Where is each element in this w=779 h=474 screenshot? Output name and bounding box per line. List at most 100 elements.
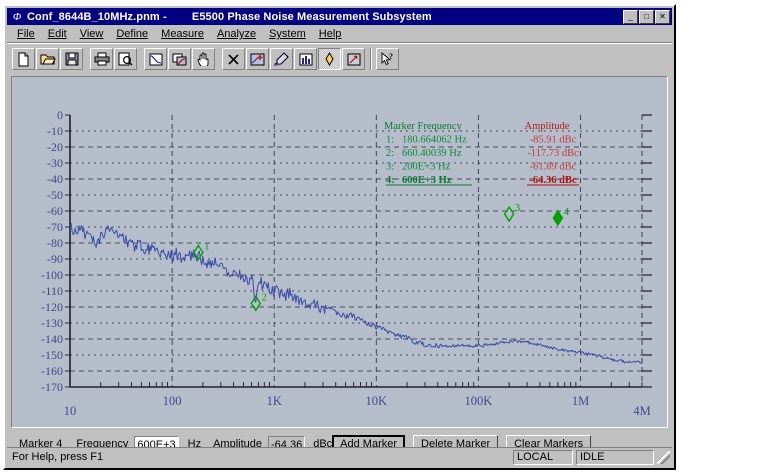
- spectrum-icon[interactable]: [294, 48, 317, 70]
- marker-row-frequency: 200E+3 Hz: [402, 162, 451, 173]
- graph-icon[interactable]: [144, 48, 167, 70]
- y-tick-label: -10: [47, 124, 63, 138]
- y-tick-label: -30: [47, 156, 63, 170]
- plot-marker-label: 3: [515, 203, 520, 214]
- marker-table-header-frequency: Marker Frequency: [384, 121, 463, 132]
- marker-row-amplitude: -85.91 dBc: [530, 135, 577, 146]
- menu-file-label: File: [17, 28, 35, 40]
- y-tick-label: -20: [47, 140, 63, 154]
- pen-icon[interactable]: [270, 48, 293, 70]
- menu-item-measure[interactable]: Measure: [155, 27, 211, 41]
- x-tick-label: 10: [64, 404, 77, 418]
- menu-bar: File Edit View Define Measure Analyze Sy…: [7, 26, 672, 42]
- save-icon[interactable]: [60, 48, 83, 70]
- resize-grip[interactable]: [657, 450, 670, 464]
- x-tick-label: 100: [163, 394, 182, 408]
- menu-edit-label: Edit: [47, 28, 67, 40]
- phase-noise-plot[interactable]: 0 -10 -20 -30 -40 -50 -60 -70 -80 -90 -100 -110 -120…: [12, 77, 667, 427]
- copy-graph-icon[interactable]: [168, 48, 191, 70]
- menu-define-label: Define: [116, 28, 149, 40]
- status-bar: For Help, press F1 LOCAL IDLE: [7, 447, 672, 466]
- menu-item-view[interactable]: View: [74, 27, 111, 41]
- x-tick-label: 4M: [633, 404, 650, 418]
- plot-panel[interactable]: 0 -10 -20 -30 -40 -50 -60 -70 -80 -90 -100 -110 -120…: [11, 76, 668, 428]
- marker-row-number: 4:: [386, 175, 395, 186]
- print-icon[interactable]: [90, 48, 113, 70]
- menu-measure-label: Measure: [161, 28, 204, 40]
- x-tick-label: 1K: [267, 394, 282, 408]
- marker-row-frequency: 180.664062 Hz: [402, 135, 467, 146]
- plot-marker-3[interactable]: 3: [503, 203, 521, 223]
- y-tick-label: -120: [41, 300, 63, 314]
- window-file-title: Conf_8644B_10MHz.pnm -: [27, 10, 167, 23]
- plot-marker-2[interactable]: 2: [250, 292, 267, 312]
- marker-diamond-icon[interactable]: [318, 48, 341, 70]
- y-tick-label: -40: [47, 172, 63, 186]
- y-tick-label: -170: [41, 380, 63, 394]
- new-icon[interactable]: [12, 48, 35, 70]
- menu-item-analyze[interactable]: Analyze: [211, 27, 263, 41]
- plot-marker-1[interactable]: 1: [193, 241, 210, 261]
- menu-item-help[interactable]: Help: [313, 27, 349, 41]
- y-tick-label: -90: [47, 252, 63, 266]
- marker-row-amplitude: -64.36 dBc: [529, 175, 577, 186]
- status-state: IDLE: [576, 449, 654, 465]
- phase-noise-icon[interactable]: [342, 48, 365, 70]
- status-mode: LOCAL: [513, 449, 573, 465]
- maximize-button[interactable]: □: [639, 9, 654, 24]
- x-tick-label: 1M: [572, 394, 589, 408]
- y-tick-label: -140: [41, 332, 63, 346]
- menu-item-edit[interactable]: Edit: [42, 27, 74, 41]
- marker-row-number: 2:: [386, 148, 394, 159]
- plot-marker-label: 2: [262, 292, 267, 303]
- app-icon: Φ: [12, 10, 22, 23]
- menu-view-label: View: [79, 28, 104, 40]
- marker-row-amplitude: -61.89 dBc: [530, 162, 577, 173]
- menu-system-label: System: [269, 28, 306, 40]
- y-tick-label: -70: [47, 220, 63, 234]
- menu-item-define[interactable]: Define: [110, 27, 155, 41]
- marker-table-header-amplitude: Amplitude: [525, 121, 570, 132]
- marker-row-number: 3:: [386, 162, 394, 173]
- y-tick-label: -60: [47, 204, 63, 218]
- help-arrow-icon[interactable]: ?: [376, 48, 399, 70]
- menu-divider: [7, 42, 672, 44]
- add-marker-icon[interactable]: [246, 48, 269, 70]
- y-tick-label: 0: [57, 108, 63, 122]
- marker-row-number: 1:: [386, 135, 394, 146]
- marker-readout-table: Marker Frequency Amplitude 1: 180.664062 Hz…: [384, 121, 579, 186]
- menu-help-label: Help: [318, 28, 342, 40]
- plot-marker-label: 1: [204, 241, 209, 252]
- y-tick-label: -50: [47, 188, 63, 202]
- menu-item-system[interactable]: System: [263, 27, 313, 41]
- toolbar-divider: [370, 48, 372, 70]
- y-tick-label: -160: [41, 364, 63, 378]
- plot-marker-4[interactable]: 4: [552, 207, 569, 227]
- print-preview-icon[interactable]: [114, 48, 137, 70]
- window-app-title: E5500 Phase Noise Measurement Subsystem: [191, 10, 432, 23]
- y-tick-label: -80: [47, 236, 63, 250]
- plot-marker-label: 4: [564, 207, 569, 218]
- svg-text:?: ?: [389, 52, 393, 61]
- title-spacer: [170, 11, 192, 23]
- marker-row-amplitude: -117.73 dBc: [527, 148, 579, 159]
- marker-row-frequency: 600E+3 Hz: [402, 175, 452, 186]
- y-tick-label: -110: [41, 284, 63, 298]
- open-icon[interactable]: [36, 48, 59, 70]
- close-button[interactable]: ✕: [655, 9, 670, 24]
- menu-item-file[interactable]: File: [11, 27, 42, 41]
- marker-row-frequency: 660.40039 Hz: [402, 148, 462, 159]
- x-tick-label: 10K: [366, 394, 388, 408]
- pan-hand-icon[interactable]: [192, 48, 215, 70]
- y-tick-label: -130: [41, 316, 63, 330]
- window-title: Conf_8644B_10MHz.pnm - E5500 Phase Noise…: [27, 11, 432, 23]
- menu-analyze-label: Analyze: [216, 28, 257, 40]
- minimize-button[interactable]: _: [623, 9, 638, 24]
- main-window: Φ Conf_8644B_10MHz.pnm - E5500 Phase Noi…: [3, 4, 676, 470]
- delete-x-icon[interactable]: [222, 48, 245, 70]
- y-tick-label: -100: [41, 268, 63, 282]
- window-controls: _ □ ✕: [623, 9, 671, 24]
- y-tick-label: -150: [41, 348, 63, 362]
- title-bar[interactable]: Φ Conf_8644B_10MHz.pnm - E5500 Phase Noi…: [7, 8, 672, 25]
